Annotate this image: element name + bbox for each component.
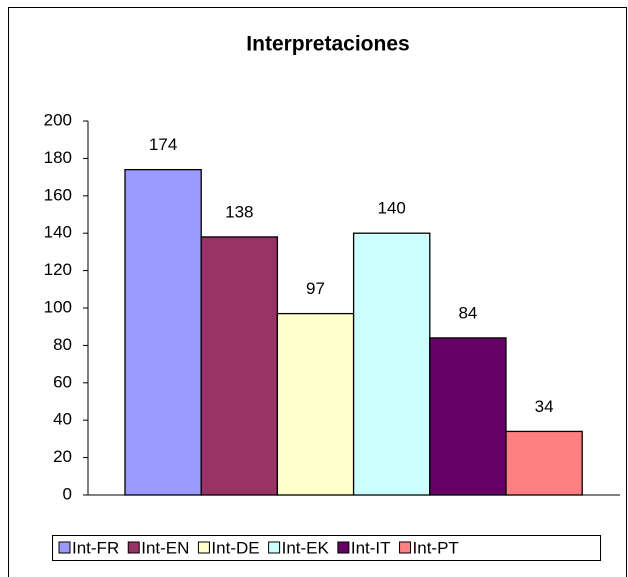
legend-label: Int-DE <box>211 538 259 557</box>
data-label: 138 <box>225 202 253 221</box>
legend-swatch <box>58 541 71 554</box>
bar <box>352 232 431 496</box>
legend-swatch <box>337 541 350 554</box>
y-tick-label: 0 <box>63 484 72 503</box>
legend-swatch <box>399 541 412 554</box>
bar <box>124 168 202 496</box>
bar <box>200 236 279 496</box>
y-tick-label: 160 <box>44 185 72 204</box>
y-tick-label: 40 <box>53 410 72 429</box>
data-label: 34 <box>535 397 554 416</box>
y-tick-label: 200 <box>44 110 72 129</box>
data-label: 140 <box>378 199 406 218</box>
y-tick-label: 100 <box>44 297 72 316</box>
data-label: 97 <box>306 279 325 298</box>
bar <box>429 337 507 496</box>
y-tick-label: 60 <box>53 372 72 391</box>
y-tick-label: 120 <box>44 260 72 279</box>
data-label: 174 <box>149 135 177 154</box>
legend-label: Int-IT <box>351 538 391 557</box>
y-tick-label: 20 <box>53 447 72 466</box>
legend-swatch <box>268 541 281 554</box>
y-tick-label: 180 <box>44 148 72 167</box>
data-label: 84 <box>458 303 477 322</box>
legend-label: Int-PT <box>413 538 459 557</box>
y-tick-label: 140 <box>44 223 72 242</box>
legend-label: Int-EN <box>141 538 189 557</box>
legend-label: Int-FR <box>72 538 119 557</box>
legend-swatch <box>127 541 140 554</box>
chart-title: Interpretaciones <box>246 33 409 56</box>
legend <box>52 535 601 561</box>
bar <box>505 430 583 496</box>
legend-swatch <box>197 541 210 554</box>
legend-label: Int-EK <box>282 538 330 557</box>
bar <box>276 312 355 496</box>
y-tick-label: 80 <box>53 335 72 354</box>
